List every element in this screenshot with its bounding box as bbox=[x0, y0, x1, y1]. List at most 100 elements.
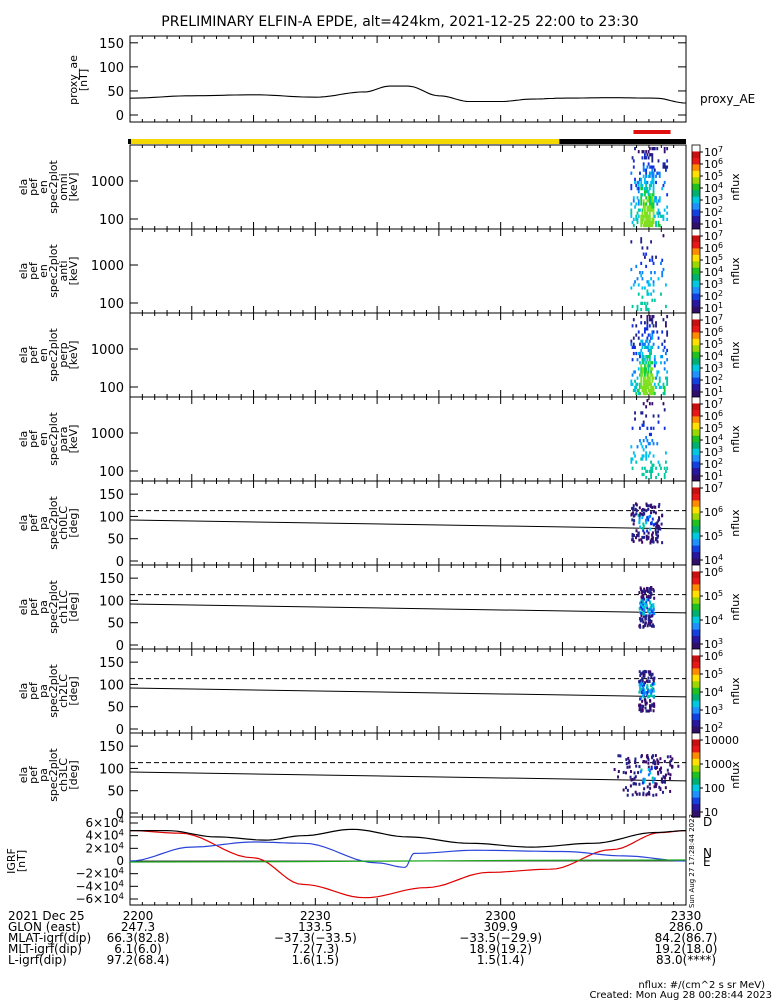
flux-cell bbox=[632, 342, 635, 346]
flux-cell bbox=[646, 469, 649, 473]
flux-cell bbox=[650, 153, 653, 157]
flux-cell bbox=[651, 153, 654, 157]
flux-cell bbox=[651, 391, 654, 396]
colorbar-tick-label: 105 bbox=[704, 421, 723, 435]
flux-cell bbox=[660, 292, 662, 296]
pa-flux-cell bbox=[654, 522, 657, 526]
colorbar-swatch bbox=[692, 377, 700, 385]
pa-flux-cell bbox=[641, 671, 644, 675]
pa-flux-cell bbox=[644, 702, 647, 706]
pa-flux-cell bbox=[639, 705, 642, 709]
pa-flux-cell bbox=[630, 778, 633, 782]
flux-cell bbox=[643, 345, 646, 349]
flux-cell bbox=[655, 321, 657, 325]
pa-flux-cell bbox=[653, 760, 656, 764]
colorbar-tick-label: 101 bbox=[704, 217, 723, 231]
colorbar-tick-label: 102 bbox=[704, 205, 723, 219]
pa-flux-cell bbox=[649, 786, 652, 790]
flux-cell bbox=[647, 367, 650, 371]
pa-panel-ylabel-2-line: ela bbox=[17, 683, 30, 700]
pa-flux-cell bbox=[663, 759, 666, 763]
colorbar-swatch bbox=[692, 151, 700, 159]
igrf-N-line bbox=[129, 841, 687, 868]
igrf-component-label: E bbox=[703, 855, 711, 869]
energy-ytick-label: 100 bbox=[99, 465, 124, 480]
colorbar-label-group: nflux bbox=[729, 593, 742, 621]
flux-cell bbox=[637, 208, 640, 212]
flux-cell bbox=[637, 283, 640, 287]
colorbar-tick-label: 107 bbox=[704, 145, 723, 159]
pa-flux-cell bbox=[645, 709, 648, 713]
flux-cell bbox=[636, 180, 639, 185]
flux-cell bbox=[641, 355, 644, 359]
flux-cell bbox=[666, 348, 669, 353]
pa-flux-cell bbox=[641, 526, 644, 530]
flux-cell bbox=[642, 370, 645, 374]
footer-value: 2200 bbox=[123, 909, 154, 923]
flux-cell bbox=[632, 336, 635, 340]
flux-cell bbox=[651, 330, 654, 334]
colorbar-label: nflux bbox=[729, 173, 742, 201]
flux-cell bbox=[645, 211, 648, 215]
flux-cell bbox=[642, 217, 645, 221]
flux-cell bbox=[650, 165, 653, 169]
pa-flux-cell bbox=[637, 771, 640, 775]
colorbar-swatch bbox=[692, 338, 700, 346]
pa-flux-cell bbox=[650, 684, 653, 688]
flux-cell bbox=[650, 202, 653, 206]
flux-cell bbox=[643, 168, 646, 172]
flux-cell bbox=[651, 373, 654, 377]
flux-cell bbox=[652, 388, 655, 393]
flux-cell bbox=[648, 208, 651, 212]
flux-cell bbox=[642, 342, 645, 346]
colorbar-swatch bbox=[692, 642, 700, 650]
flux-cell bbox=[664, 304, 667, 309]
flux-cell bbox=[662, 162, 665, 166]
flux-cell bbox=[646, 336, 649, 340]
colorbar-swatch bbox=[692, 810, 700, 818]
flux-cell bbox=[641, 295, 644, 299]
flux-cell bbox=[641, 385, 644, 389]
energy-ytick-label: 1000 bbox=[91, 175, 124, 190]
colorbar-swatch bbox=[692, 577, 700, 585]
pa-flux-cell bbox=[642, 602, 645, 606]
pa-panel-ylabel-2-line: pef bbox=[27, 681, 40, 700]
colorbar-swatch bbox=[692, 784, 700, 792]
flux-cell bbox=[655, 199, 657, 203]
flux-cell bbox=[635, 214, 638, 218]
pa-flux-cell bbox=[646, 785, 649, 789]
pa-flux-cell bbox=[653, 612, 656, 616]
pa-flux-cell bbox=[643, 674, 646, 678]
flux-cell bbox=[648, 199, 651, 203]
colorbar-swatch bbox=[692, 300, 700, 308]
flux-cell bbox=[657, 223, 660, 228]
flux-cell bbox=[655, 196, 657, 200]
energy-panel-ylabel-1-line: ela bbox=[17, 263, 30, 280]
flux-cell bbox=[642, 214, 645, 218]
pa-flux-cell bbox=[651, 533, 654, 537]
flux-cell bbox=[655, 385, 657, 389]
colorbar-tick-label: 104 bbox=[704, 685, 723, 699]
flux-cell bbox=[645, 339, 648, 343]
flux-cell bbox=[646, 307, 649, 312]
flux-cell bbox=[655, 255, 657, 259]
flux-cell bbox=[650, 208, 653, 212]
flux-cell bbox=[645, 168, 648, 172]
pa-flux-cell bbox=[647, 765, 650, 769]
flux-cell bbox=[646, 358, 649, 362]
colorbar-swatch bbox=[692, 519, 700, 527]
flux-cell bbox=[641, 217, 644, 221]
energy-spectrogram-panel-3 bbox=[129, 396, 687, 482]
flux-cell bbox=[637, 199, 640, 203]
pa-flux-cell bbox=[640, 672, 643, 676]
flux-cell bbox=[639, 391, 641, 396]
igrf-E-line bbox=[129, 859, 687, 863]
pa-flux-cell bbox=[641, 683, 644, 687]
flux-cell bbox=[641, 423, 644, 427]
pa-flux-cell bbox=[644, 617, 647, 621]
pa-flux-cell bbox=[633, 513, 636, 517]
colorbar-tick-label: 104 bbox=[704, 181, 723, 195]
flux-cell bbox=[641, 351, 644, 356]
flux-cell bbox=[650, 223, 653, 228]
pa-flux-cell bbox=[638, 516, 641, 520]
